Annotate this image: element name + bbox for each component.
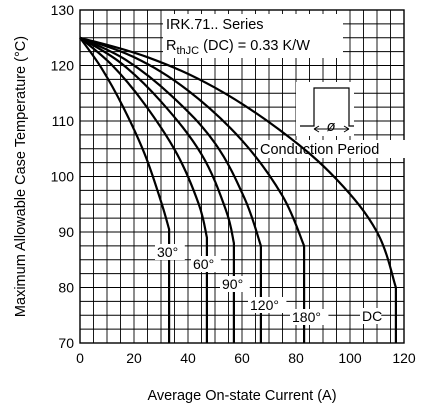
series-label: 30° — [157, 244, 178, 260]
conduction-period-label: Conduction Period — [260, 142, 379, 158]
conduction-arrow — [313, 125, 350, 133]
x-tick-label: 80 — [288, 350, 304, 366]
y-tick-label: 80 — [58, 280, 74, 296]
series-label-bg — [360, 308, 382, 324]
x-tick-label: 60 — [234, 350, 250, 366]
y-tick-label: 70 — [58, 335, 74, 351]
phi-symbol: ø — [327, 119, 336, 135]
plot-frame — [79, 9, 405, 344]
x-tick-label: 20 — [126, 350, 142, 366]
y-tick-label: 90 — [58, 224, 74, 240]
x-tick-label: 120 — [392, 350, 416, 366]
y-tick-label: 110 — [52, 113, 75, 129]
y-tick-label: 130 — [51, 2, 75, 18]
series-title: IRK.71.. Series — [166, 17, 264, 33]
x-tick-label: 100 — [338, 350, 362, 366]
annotation-box: IRK.71.. Series RthJC (DC) = 0.33 K/W — [163, 14, 343, 58]
series-line — [79, 36, 306, 343]
grid — [80, 10, 404, 343]
series-label-bg — [191, 256, 221, 272]
series-label: DC — [362, 308, 382, 324]
series-label-bg — [220, 276, 250, 292]
series-label: 180° — [292, 309, 321, 325]
series-line — [79, 36, 397, 343]
series-label: 60° — [193, 256, 214, 272]
series-line — [79, 36, 262, 343]
conduction-waveform — [300, 87, 354, 127]
series-label: 90° — [222, 276, 243, 292]
series-line — [79, 37, 171, 343]
y-axis-label: Maximum Allowable Case Temperature (°C) — [13, 36, 29, 317]
x-axis-label: Average On-state Current (A) — [147, 388, 336, 404]
y-tick-label: 120 — [51, 58, 75, 74]
y-tick-label: 100 — [51, 169, 75, 185]
series-label-bg — [290, 309, 329, 325]
thermal-resistance-label: RthJC (DC) = 0.33 K/W — [166, 38, 310, 57]
tick-labels: 0 20 40 60 80 100 120 70 80 90 100 110 120 130 — [51, 2, 416, 366]
series-label: 120° — [250, 297, 279, 313]
series-line — [79, 36, 208, 343]
series — [79, 36, 397, 343]
x-tick-label: 0 — [76, 350, 84, 366]
series-line — [79, 36, 235, 343]
series-label-bg — [248, 297, 287, 313]
series-label-bg — [155, 244, 185, 260]
series-labels: 30° 60° 90° 120° 180° DC — [155, 244, 382, 325]
conduction-period-inset: ø Conduction Period — [258, 82, 405, 158]
x-tick-label: 40 — [180, 350, 196, 366]
